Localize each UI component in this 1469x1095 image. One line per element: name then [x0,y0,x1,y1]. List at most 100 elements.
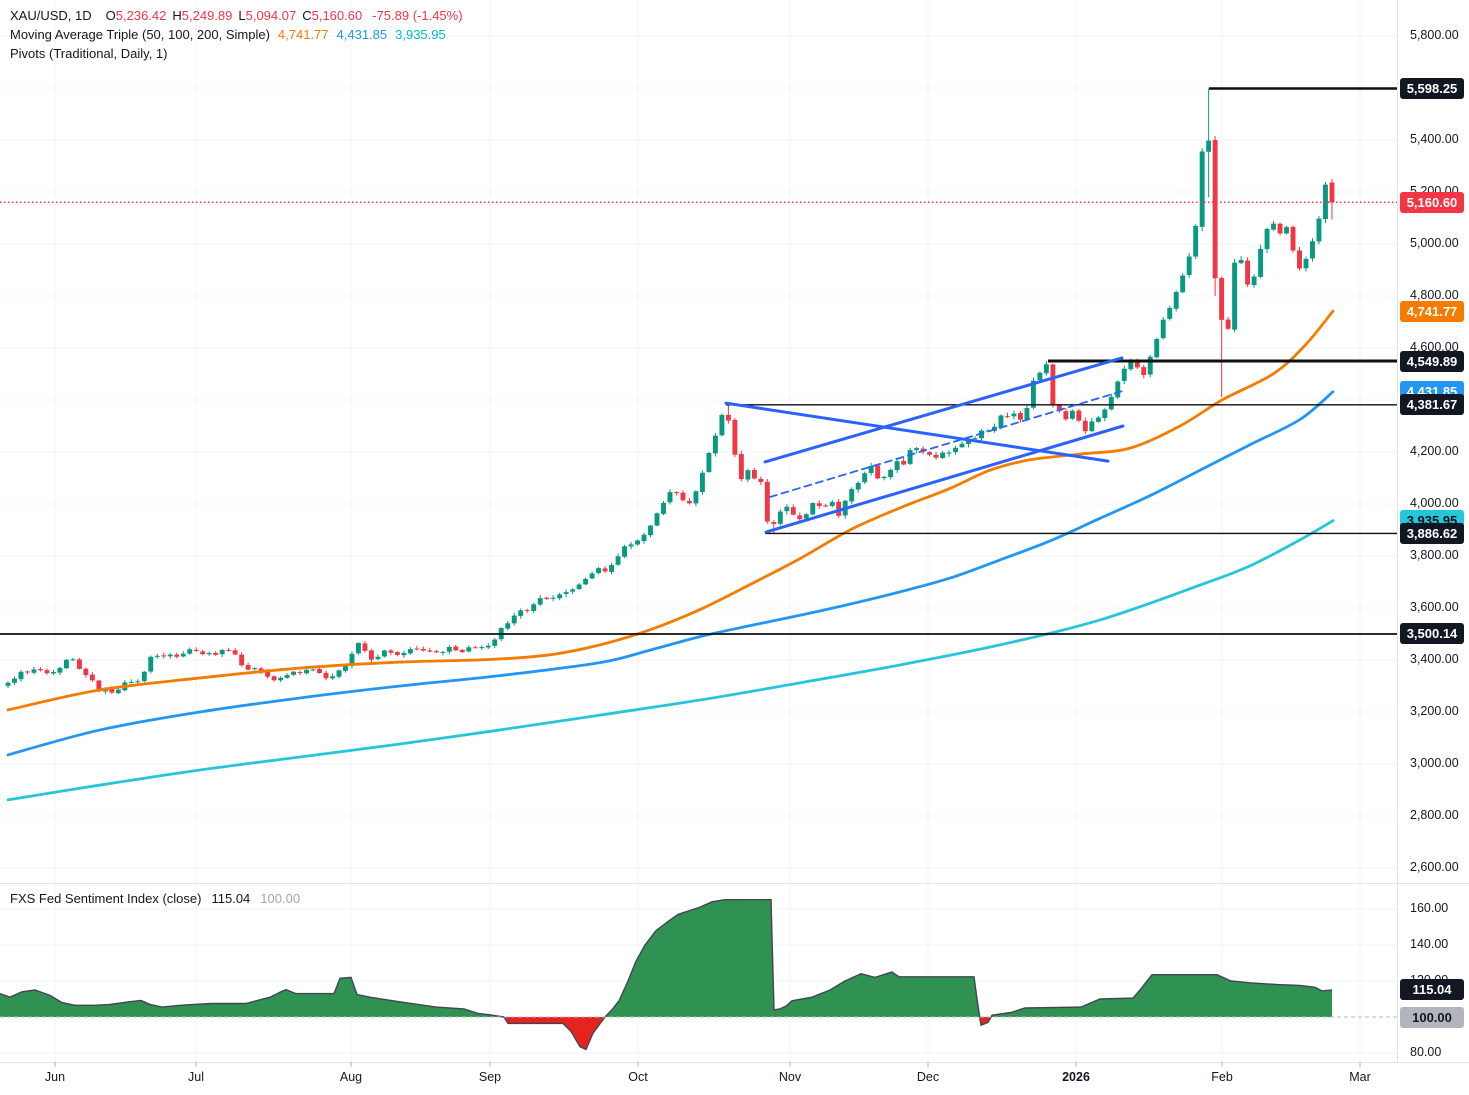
candle-body[interactable] [381,650,387,657]
candle-body[interactable] [278,677,284,681]
candle-body[interactable] [699,472,705,493]
candle-body[interactable] [797,515,803,520]
candle-body[interactable] [544,597,550,599]
candle-body[interactable] [44,670,50,674]
sentiment-legend[interactable]: FXS Fed Sentiment Index (close) 115.04 100… [10,889,300,908]
candle-body[interactable] [1167,307,1173,319]
candle-body[interactable] [304,669,309,674]
candle-body[interactable] [628,544,634,547]
trend-line[interactable] [763,356,1124,464]
candle-body[interactable] [1154,338,1160,358]
candle-body[interactable] [219,649,225,655]
candle-body[interactable] [907,450,913,464]
sentiment-area-positive[interactable] [0,899,1332,1050]
candle-body[interactable] [70,659,76,661]
sentiment-area[interactable] [0,898,1397,1051]
candle-body[interactable] [401,652,407,656]
candle-body[interactable] [180,653,186,657]
candle-body[interactable] [966,439,971,444]
trend-line[interactable] [769,389,1124,498]
candle-body[interactable] [1219,278,1225,320]
candle-body[interactable] [466,647,472,652]
candle-body[interactable] [550,597,556,599]
candle-body[interactable] [505,623,511,629]
candle-body[interactable] [790,507,796,515]
candle-body[interactable] [258,668,264,672]
candle-body[interactable] [38,669,43,671]
candle-body[interactable] [1108,396,1114,410]
candle-body[interactable] [518,610,524,616]
price-axis[interactable]: 5,800.005,600.005,400.005,200.005,000.00… [1397,0,1469,1095]
candle-body[interactable] [83,668,89,676]
candle-body[interactable] [154,655,160,657]
candle-body[interactable] [946,452,952,454]
candle-body[interactable] [725,414,731,421]
candle-body[interactable] [641,534,647,542]
candle-body[interactable] [1316,218,1322,242]
candle-body[interactable] [622,546,627,557]
candle-body[interactable] [1251,276,1257,286]
candle-body[interactable] [161,655,167,657]
candle-body[interactable] [771,522,777,525]
candle-body[interactable] [433,651,439,653]
candle-body[interactable] [115,689,121,694]
candle-body[interactable] [245,665,251,670]
candle-body[interactable] [1303,258,1309,269]
candle-body[interactable] [596,568,602,574]
candle-body[interactable] [96,680,102,692]
candle-body[interactable] [829,502,835,506]
candle-body[interactable] [440,651,446,653]
candle-body[interactable] [1277,223,1283,234]
candles-layer[interactable] [5,88,1335,695]
candle-body[interactable] [330,676,335,679]
candle-body[interactable] [875,465,881,479]
candle-body[interactable] [343,665,348,671]
candle-body[interactable] [764,481,770,522]
candle-body[interactable] [1056,404,1062,411]
candle-body[interactable] [738,454,744,480]
candle-body[interactable] [1160,319,1166,339]
candle-body[interactable] [414,648,420,650]
candle-body[interactable] [959,443,965,448]
candle-body[interactable] [784,506,790,512]
sma-200-line[interactable] [6,519,1335,802]
candle-body[interactable] [472,647,478,649]
candle-body[interactable] [1225,319,1231,329]
candle-body[interactable] [135,681,141,683]
candle-body[interactable] [407,649,413,654]
candle-body[interactable] [712,435,718,454]
candle-body[interactable] [252,668,258,670]
candle-body[interactable] [317,669,322,674]
candle-body[interactable] [1271,223,1276,230]
candle-body[interactable] [76,659,82,669]
candle-body[interactable] [265,671,271,677]
candle-body[interactable] [979,430,984,439]
candle-body[interactable] [881,476,887,479]
candle-body[interactable] [810,503,816,515]
candle-body[interactable] [1193,226,1199,257]
symbol-title[interactable]: XAU/USD, 1D [10,8,92,23]
candle-body[interactable] [291,671,297,675]
candle-body[interactable] [1063,411,1069,420]
candle-body[interactable] [63,659,69,669]
candle-body[interactable] [1297,250,1302,269]
candle-body[interactable] [511,615,517,624]
candle-body[interactable] [50,672,56,674]
candle-body[interactable] [888,469,894,478]
candle-body[interactable] [862,473,868,483]
time-axis[interactable]: Jun Jul Aug Sep Oct Nov Dec 2026 Feb Mar [0,1062,1397,1095]
candle-body[interactable] [1005,416,1010,418]
candle-body[interactable] [453,646,459,651]
candle-body[interactable] [576,584,582,590]
candle-body[interactable] [1232,262,1238,330]
candle-body[interactable] [758,478,764,482]
candle-body[interactable] [1173,291,1179,309]
candle-body[interactable] [940,452,946,459]
candle-body[interactable] [5,682,11,686]
trend-line[interactable] [724,401,1110,463]
candle-body[interactable] [1128,359,1134,370]
candle-body[interactable] [239,654,245,666]
sentiment-legend-row[interactable]: FXS Fed Sentiment Index (close) 115.04 100… [10,889,300,908]
candle-body[interactable] [1180,275,1186,293]
